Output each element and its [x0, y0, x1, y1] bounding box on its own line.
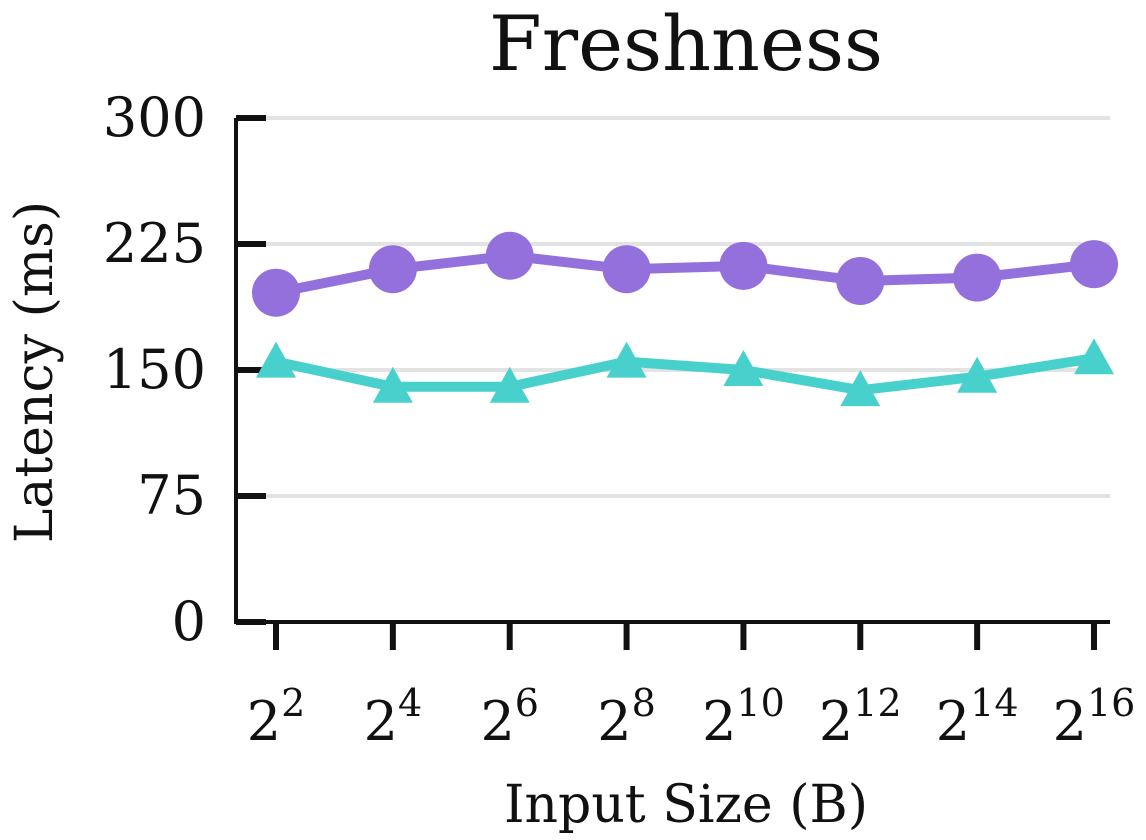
- x-tick-label: 28: [597, 681, 656, 753]
- data-point-triangle: [1074, 338, 1114, 375]
- x-axis-ticks: 22 24 26 28 210 212 214 216: [247, 622, 1136, 753]
- x-tick-label: 26: [480, 681, 539, 753]
- y-tick-label: 300: [103, 86, 206, 149]
- data-point-triangle: [723, 350, 764, 386]
- x-tick-label: 210: [702, 681, 785, 753]
- x-tick-label: 216: [1053, 681, 1136, 753]
- y-axis-label: Latency (ms): [5, 201, 65, 543]
- data-point-circle: [719, 241, 768, 290]
- series-1: [252, 231, 1118, 317]
- grid-lines: [236, 116, 1110, 498]
- data-point-triangle: [606, 341, 647, 378]
- data-point-triangle: [840, 370, 881, 407]
- data-point-circle: [836, 256, 885, 305]
- chart-title: Freshness: [489, 0, 883, 88]
- series-line: [274, 353, 1095, 396]
- data-point-circle: [1070, 240, 1118, 289]
- y-tick-label: 225: [103, 212, 206, 275]
- data-point-circle: [953, 253, 1002, 302]
- data-point-circle: [485, 231, 534, 280]
- y-axis-ticks: 0 75 150 225 300: [103, 86, 266, 653]
- x-tick-label: 212: [819, 681, 902, 753]
- data-point-triangle: [256, 341, 296, 378]
- y-tick-label: 0: [172, 590, 206, 653]
- y-tick-label: 150: [103, 338, 206, 401]
- data-point-circle: [602, 245, 651, 294]
- x-tick-label: 24: [364, 681, 423, 753]
- x-axis-label: Input Size (B): [504, 775, 868, 835]
- data-point-triangle: [489, 366, 530, 403]
- data-point-circle: [252, 268, 300, 317]
- data-point-triangle: [372, 366, 413, 403]
- y-tick-label: 75: [137, 464, 206, 527]
- series-2: [256, 338, 1114, 407]
- x-tick-label: 22: [247, 681, 306, 753]
- series: [252, 231, 1118, 407]
- data-point-triangle: [957, 356, 998, 393]
- x-tick-label: 214: [936, 681, 1019, 753]
- data-point-circle: [368, 245, 417, 294]
